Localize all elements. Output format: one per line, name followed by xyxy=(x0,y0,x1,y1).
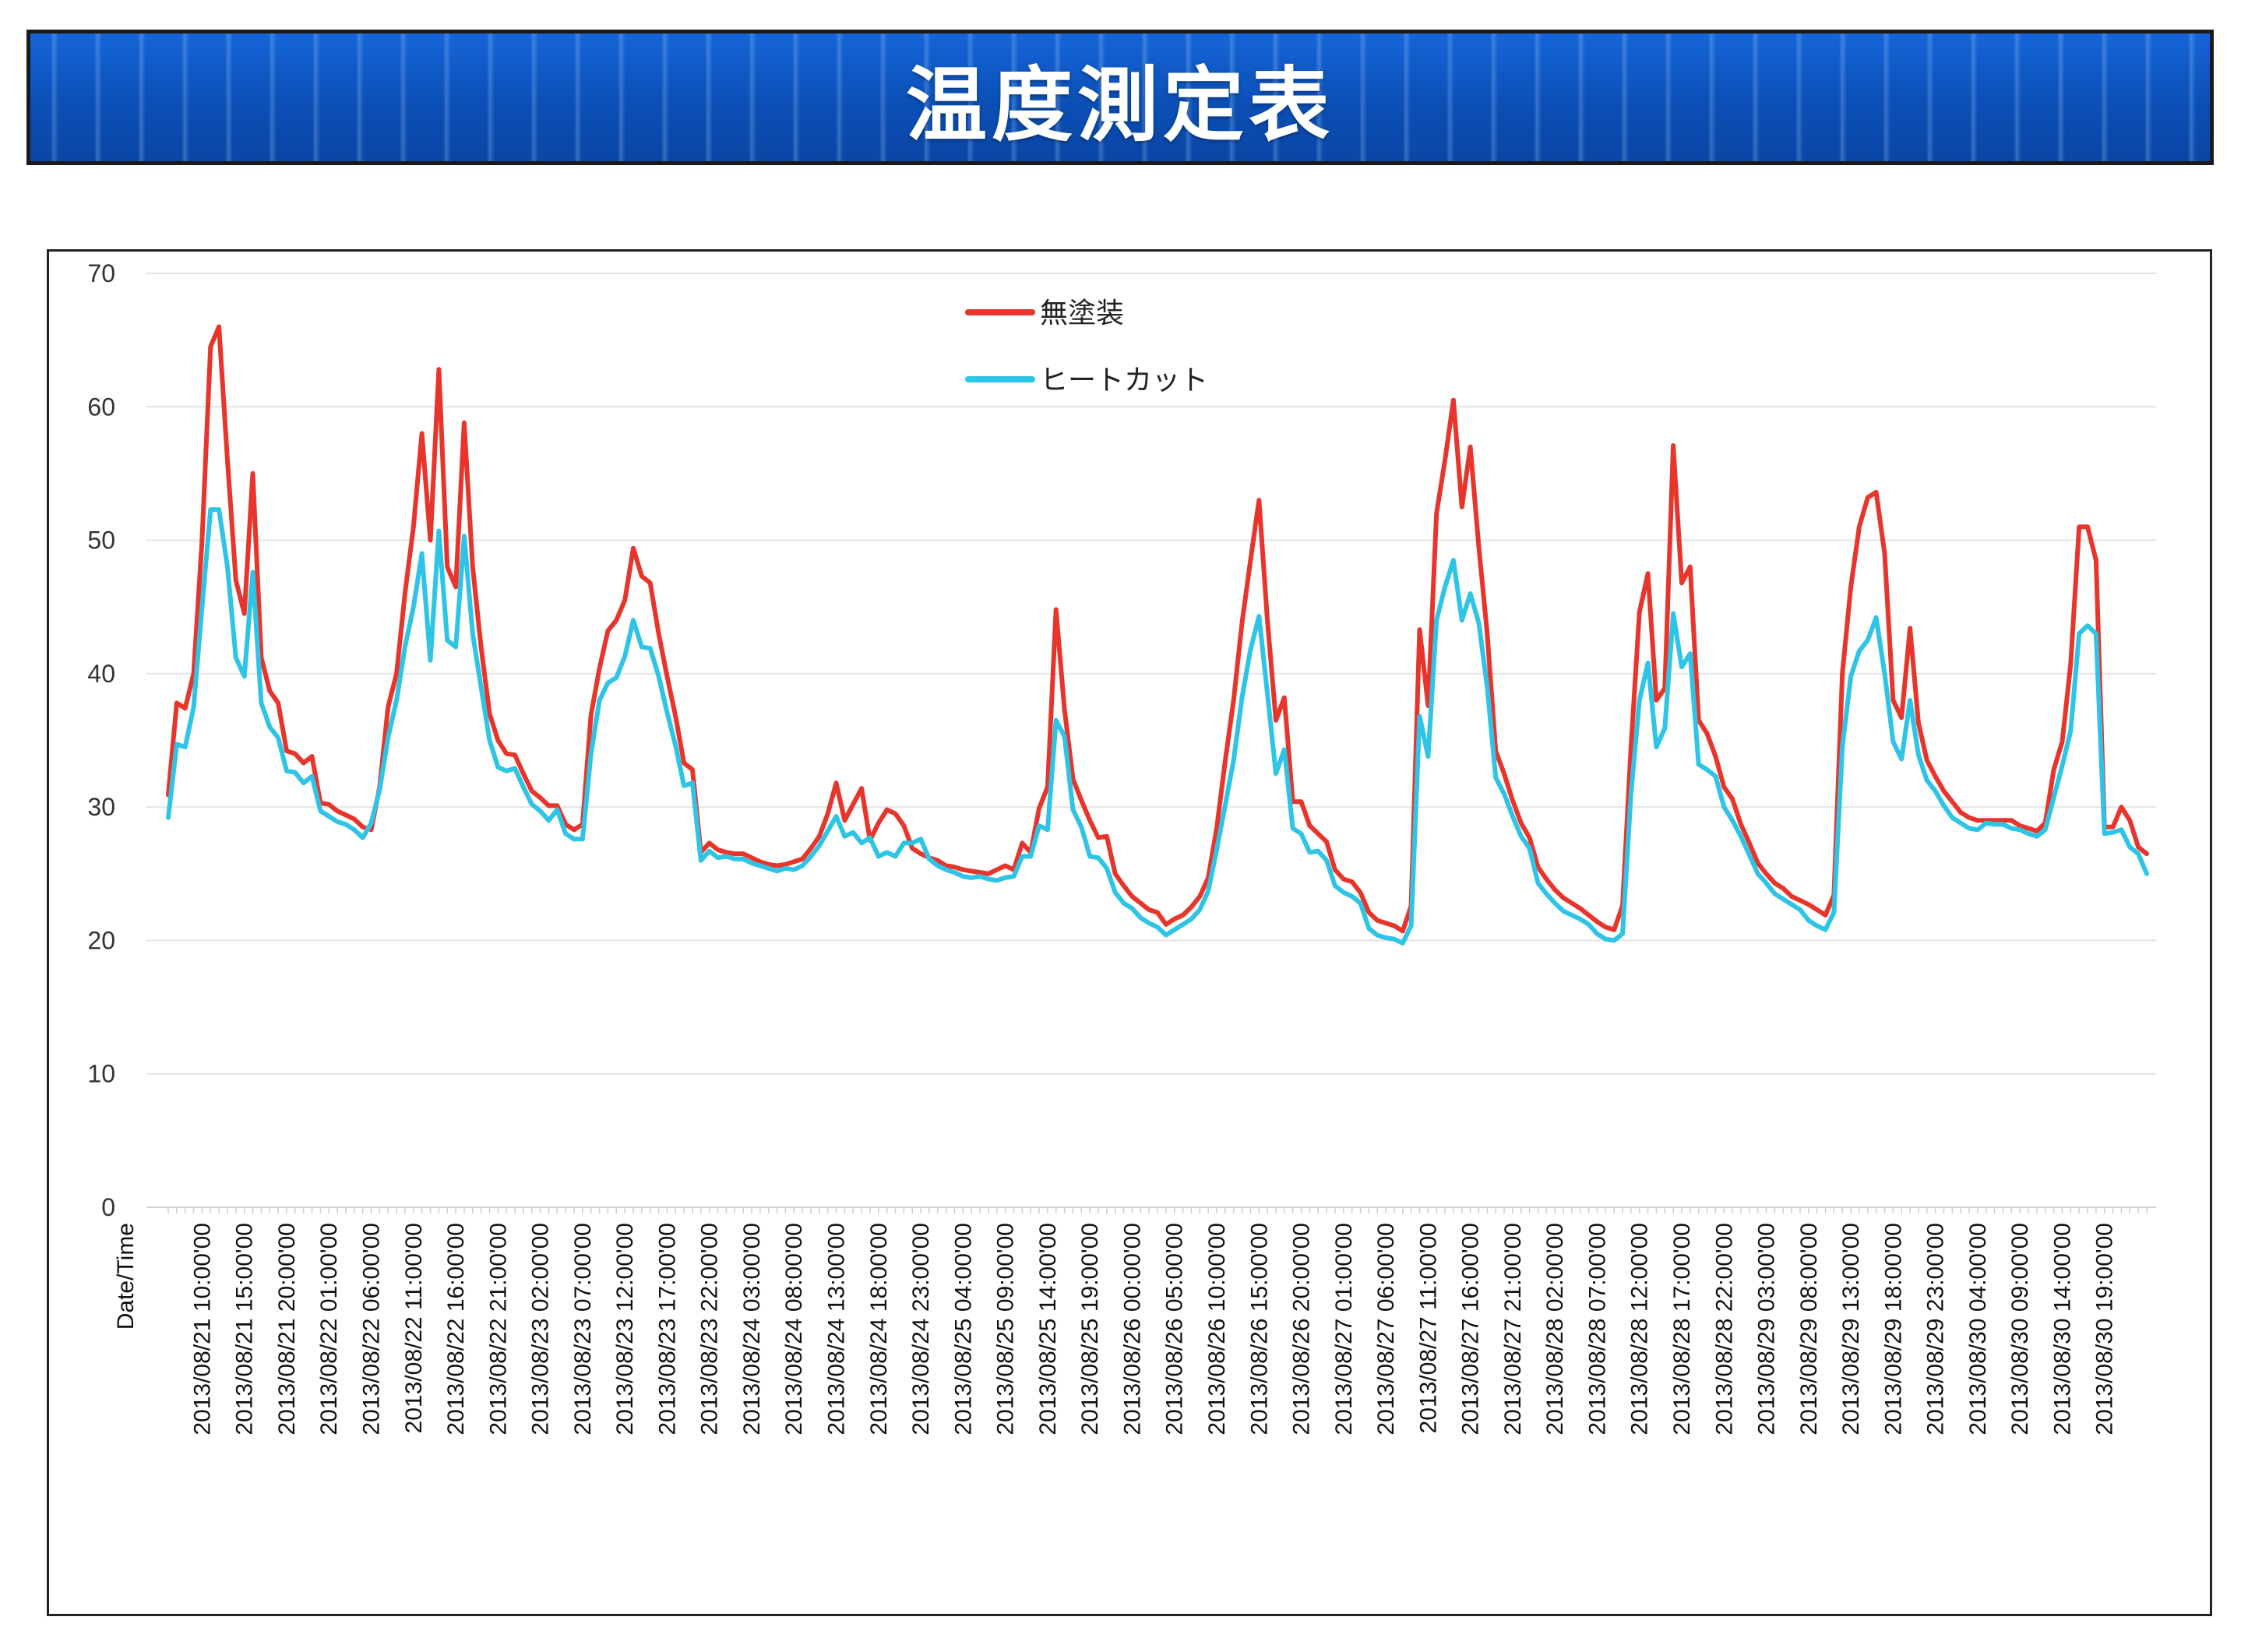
x-tick-label: 2013/08/23 07:00'00 xyxy=(570,1223,596,1435)
y-tick-label: 30 xyxy=(87,793,115,821)
x-tick-label: 2013/08/29 08:00'00 xyxy=(1796,1223,1822,1435)
x-axis-title: Date/Time xyxy=(113,1223,139,1330)
x-tick-label: 2013/08/25 19:00'00 xyxy=(1077,1223,1103,1435)
x-tick-label: 2013/08/25 09:00'00 xyxy=(993,1223,1019,1435)
x-tick-label: 2013/08/26 05:00'00 xyxy=(1162,1223,1188,1435)
x-tick-label: 2013/08/23 22:00'00 xyxy=(697,1223,723,1435)
x-tick-label: 2013/08/30 04:00'00 xyxy=(1965,1223,1991,1435)
x-tick-label: 2013/08/24 08:00'00 xyxy=(781,1223,807,1435)
x-tick-label: 2013/08/21 10:00'00 xyxy=(189,1223,215,1435)
series-line-unpainted xyxy=(166,324,2149,934)
legend-label: ヒートカット xyxy=(1040,365,1208,396)
series-lines xyxy=(166,324,2149,946)
x-tick-label: 2013/08/24 03:00'00 xyxy=(739,1223,765,1435)
x-tick-label: 2013/08/27 16:00'00 xyxy=(1458,1223,1484,1435)
chart-frame: 0 10 20 30 40 50 60 70 Date/Time 2013/08/21 10:00… xyxy=(47,249,2212,1616)
x-tick-label: 2013/08/22 06:00'00 xyxy=(359,1223,385,1435)
x-tick-label: 2013/08/29 03:00'00 xyxy=(1754,1223,1780,1435)
x-tick-label: 2013/08/29 18:00'00 xyxy=(1880,1223,1906,1435)
x-tick-label: 2013/08/27 06:00'00 xyxy=(1373,1223,1399,1435)
x-tick-label: 2013/08/26 10:00'00 xyxy=(1204,1223,1230,1435)
x-tick-label: 2013/08/24 23:00'00 xyxy=(908,1223,934,1435)
y-tick-label: 70 xyxy=(87,259,115,287)
title-banner: 温度測定表 xyxy=(26,30,2214,165)
x-tick-label: 2013/08/23 12:00'00 xyxy=(612,1223,638,1435)
x-tick-label: 2013/08/21 15:00'00 xyxy=(232,1223,258,1435)
y-tick-label: 40 xyxy=(87,660,115,688)
y-tick-label: 10 xyxy=(87,1060,115,1088)
x-tick-label: 2013/08/30 09:00'00 xyxy=(2007,1223,2033,1435)
y-tick-label: 60 xyxy=(87,393,115,421)
x-tick-label: 2013/08/29 13:00'00 xyxy=(1838,1223,1864,1435)
x-tick-label: 2013/08/29 23:00'00 xyxy=(1923,1223,1949,1435)
x-tick-label: 2013/08/26 20:00'00 xyxy=(1289,1223,1315,1435)
x-tick-label: 2013/08/25 04:00'00 xyxy=(950,1223,976,1435)
x-tick-label: 2013/08/22 16:00'00 xyxy=(443,1223,469,1435)
x-tick-label: 2013/08/30 14:00'00 xyxy=(2049,1223,2075,1435)
x-tick-label: 2013/08/24 18:00'00 xyxy=(866,1223,892,1435)
x-tick-label: 2013/08/27 21:00'00 xyxy=(1500,1223,1526,1435)
y-tick-label: 20 xyxy=(87,926,115,954)
x-tick-label: 2013/08/28 17:00'00 xyxy=(1669,1223,1695,1435)
legend-label: 無塗装 xyxy=(1040,298,1124,329)
y-tick-label: 50 xyxy=(87,527,115,555)
x-tick-label: 2013/08/22 01:00'00 xyxy=(316,1223,342,1435)
x-tick-label: 2013/08/30 19:00'00 xyxy=(2092,1223,2118,1435)
x-tick-label: 2013/08/28 07:00'00 xyxy=(1584,1223,1610,1435)
x-tick-label: 2013/08/27 01:00'00 xyxy=(1331,1223,1357,1435)
x-tick-label: 2013/08/28 12:00'00 xyxy=(1627,1223,1653,1435)
series-line-heatcut xyxy=(166,507,2149,946)
page-title: 温度測定表 xyxy=(905,57,1334,153)
x-tick-label: 2013/08/27 11:00'00 xyxy=(1415,1223,1441,1433)
axes: 0 10 20 30 40 50 60 70 Date/Time 2013/08/21 10:00… xyxy=(87,259,2156,1435)
x-tick-label: 2013/08/23 02:00'00 xyxy=(528,1223,554,1435)
x-tick-label: 2013/08/28 02:00'00 xyxy=(1542,1223,1568,1435)
x-tick-label: 2013/08/22 11:00'00 xyxy=(401,1223,427,1433)
x-tick-label: 2013/08/26 15:00'00 xyxy=(1246,1223,1272,1435)
x-tick-label: 2013/08/23 17:00'00 xyxy=(654,1223,680,1435)
y-tick-label: 0 xyxy=(101,1193,115,1221)
x-tick-label: 2013/08/24 13:00'00 xyxy=(824,1223,850,1435)
x-tick-label: 2013/08/21 20:00'00 xyxy=(274,1223,300,1435)
temperature-line-chart: 0 10 20 30 40 50 60 70 Date/Time 2013/08/21 10:00… xyxy=(87,259,2156,1435)
gridlines xyxy=(146,273,2156,1075)
x-tick-label: 2013/08/26 00:00'00 xyxy=(1119,1223,1145,1435)
x-tick-label: 2013/08/28 22:00'00 xyxy=(1711,1223,1737,1435)
x-tick-label: 2013/08/25 14:00'00 xyxy=(1035,1223,1061,1435)
x-tick-label: 2013/08/22 21:00'00 xyxy=(485,1223,511,1435)
